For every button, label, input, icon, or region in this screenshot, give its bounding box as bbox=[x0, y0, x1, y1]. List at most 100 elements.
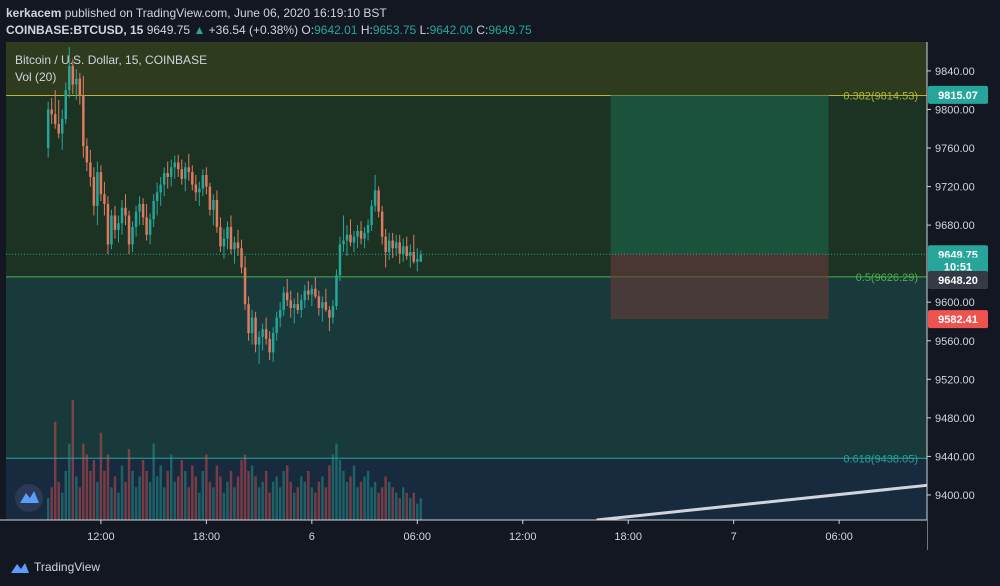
volume-bar bbox=[380, 487, 384, 520]
candle-body bbox=[398, 242, 401, 255]
volume-legend: Vol (20) bbox=[15, 70, 56, 84]
candle-body bbox=[352, 236, 356, 243]
price-tick-label: 9680.00 bbox=[935, 220, 975, 232]
time-axis[interactable]: 12:00 18:00 6 06:00 12:00 18:00 7 06:00 bbox=[0, 519, 927, 550]
volume-bar bbox=[148, 481, 152, 520]
volume-bar bbox=[141, 460, 145, 520]
candle-body bbox=[370, 205, 373, 226]
candle-body bbox=[180, 169, 183, 179]
volume-bar bbox=[345, 481, 349, 520]
tradingview-logo-icon[interactable] bbox=[10, 560, 30, 576]
candle-body bbox=[82, 95, 85, 147]
volume-bar bbox=[243, 454, 247, 520]
volume-bar bbox=[419, 498, 423, 520]
candle-body bbox=[331, 306, 335, 318]
candle-body bbox=[345, 234, 349, 241]
candle-body bbox=[155, 192, 159, 202]
price-axis[interactable]: 9840.00 9800.00 9760.00 9720.00 9680.00 9600.… bbox=[926, 42, 1000, 550]
volume-bar bbox=[106, 454, 110, 520]
candle-body bbox=[53, 114, 57, 124]
price-chart[interactable]: 0.382(9814.53) 0.5(9626.29) 0.618(9438.05)… bbox=[0, 42, 1000, 550]
candle-body bbox=[57, 123, 60, 134]
candle-body bbox=[405, 246, 408, 256]
candle-body bbox=[384, 236, 387, 253]
candle-body bbox=[416, 258, 419, 262]
volume-bar bbox=[215, 465, 219, 520]
candle-body bbox=[261, 329, 264, 337]
candle-body bbox=[289, 300, 292, 308]
volume-bar bbox=[409, 498, 412, 520]
volume-bar bbox=[201, 470, 205, 520]
tradingview-watermark-icon bbox=[15, 484, 43, 512]
candle-body bbox=[110, 215, 113, 245]
tradingview-brand[interactable]: TradingView bbox=[34, 560, 101, 574]
volume-bar bbox=[177, 476, 180, 520]
candle-body bbox=[278, 309, 282, 318]
price-tick-label: 9720.00 bbox=[935, 182, 975, 194]
volume-bar bbox=[92, 460, 96, 520]
price-tick-label: 9480.00 bbox=[935, 413, 975, 425]
fib-label-1: 0.5(9626.29) bbox=[856, 272, 918, 284]
candle-body bbox=[366, 225, 370, 233]
volume-bar bbox=[391, 487, 394, 520]
candle-body bbox=[145, 217, 148, 235]
volume-bar bbox=[68, 443, 71, 520]
volume-bar bbox=[103, 470, 106, 520]
low-value: 9642.00 bbox=[429, 23, 473, 37]
volume-bar bbox=[198, 492, 201, 520]
trend-line-segment[interactable] bbox=[596, 483, 928, 522]
volume-bar bbox=[194, 476, 198, 520]
price-tick-label: 9440.00 bbox=[935, 451, 975, 463]
volume-bar bbox=[187, 487, 191, 520]
position-loss-zone[interactable] bbox=[610, 254, 829, 320]
volume-bar bbox=[254, 476, 257, 520]
candlesticks bbox=[6, 46, 927, 364]
volume-bar bbox=[50, 487, 53, 520]
candle-body bbox=[349, 234, 352, 243]
price-tick-label: 9560.00 bbox=[935, 336, 975, 348]
volume-bar bbox=[314, 492, 317, 520]
volume-bar bbox=[233, 487, 236, 520]
candle-body bbox=[194, 184, 198, 193]
volume-bar bbox=[82, 443, 85, 520]
volume-bar bbox=[184, 470, 187, 520]
candle-body bbox=[124, 207, 127, 216]
volume-bar bbox=[226, 481, 229, 520]
volume-bar bbox=[78, 487, 82, 520]
volume-bar bbox=[366, 470, 370, 520]
volume-bar bbox=[401, 487, 405, 520]
volume-bar bbox=[159, 465, 162, 520]
volume-bar bbox=[99, 432, 103, 520]
candle-body bbox=[148, 219, 152, 235]
candle-body bbox=[409, 252, 412, 256]
candle-body bbox=[96, 172, 99, 206]
volume-bar bbox=[352, 465, 356, 520]
trend-line[interactable] bbox=[596, 483, 928, 522]
price-tick-label: 9760.00 bbox=[935, 143, 975, 155]
position-profit-zone[interactable] bbox=[610, 94, 829, 255]
candle-body bbox=[275, 317, 278, 334]
volume-bar bbox=[261, 481, 264, 520]
high-label: H: bbox=[360, 23, 373, 37]
chart-legend: Bitcoin / U.S. Dollar, 15, COINBASE Vol … bbox=[15, 53, 207, 84]
volume-bar bbox=[180, 460, 183, 520]
volume-bar bbox=[138, 476, 141, 520]
volume-bar bbox=[373, 481, 377, 520]
long-position-tool[interactable] bbox=[610, 94, 829, 320]
candle-body bbox=[394, 242, 398, 249]
last-price: 9649.75 bbox=[146, 23, 191, 37]
price-label-text: 9582.41 bbox=[938, 314, 978, 326]
candle-body bbox=[215, 200, 219, 228]
volume-bar bbox=[307, 470, 310, 520]
volume-bar bbox=[310, 487, 314, 520]
candle-body bbox=[103, 194, 106, 204]
publish-info: kerkacem published on TradingView.com, J… bbox=[6, 6, 387, 20]
candle-body bbox=[240, 248, 243, 268]
price-label-box bbox=[928, 85, 988, 104]
candle-body bbox=[89, 162, 92, 177]
price-label-box bbox=[928, 310, 988, 329]
volume-bar bbox=[53, 421, 57, 520]
volume-bar bbox=[331, 454, 335, 520]
volume-bar bbox=[271, 481, 275, 520]
volume-bar bbox=[169, 454, 173, 520]
